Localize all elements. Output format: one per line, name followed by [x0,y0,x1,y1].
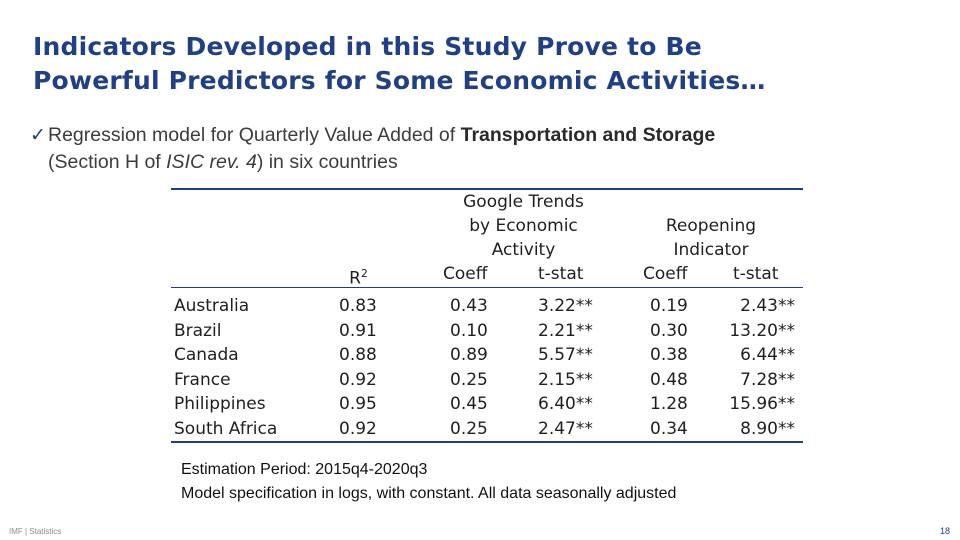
table-row: Brazil 0.91 0.10 2.21** 0.30 13.20** [171,319,803,344]
table-top-rule [171,188,803,190]
cell-ro-coeff: 0.38 [650,345,688,366]
table-row: Australia 0.83 0.43 3.22** 0.19 2.43** [171,294,803,319]
bullet-text-mid: (Section H of [48,151,167,173]
table-notes: Estimation Period: 2015q4-2020q3 Model s… [181,458,881,506]
cell-r2: 0.95 [339,394,377,415]
cell-country: France [174,369,231,390]
cell-country: Philippines [174,394,266,415]
bullet-point: ✓ Regression model for Quarterly Value A… [30,122,930,176]
cell-r2: 0.83 [339,296,377,316]
title-line-1: Indicators Developed in this Study Prove… [33,32,702,61]
page-number: 18 [939,526,950,536]
cell-gt-tstat: 3.22** [538,296,593,316]
table-header-rule [171,287,803,288]
bullet-text: Regression model for Quarterly Value Add… [30,122,930,176]
cell-r2: 0.92 [339,418,377,439]
bullet-text-italic: ISIC rev. 4 [166,151,257,173]
header-google-trends: Google Trends by Economic Activity [463,192,584,260]
table-row: Canada 0.88 0.89 5.57** 0.38 6.44** [171,343,803,368]
cell-ro-coeff: 0.19 [650,296,688,316]
footer-source: IMF | Statistics [9,527,62,536]
bullet-text-pre: Regression model for Quarterly Value Add… [48,124,461,146]
regression-table: R2 Google Trends by Economic Activity Re… [171,188,803,443]
bullet-text-post: ) in six countries [256,151,398,173]
cell-gt-coeff: 0.43 [450,296,488,316]
cell-ro-coeff: 0.30 [650,320,688,341]
title-line-2: Powerful Predictors for Some Economic Ac… [33,66,766,95]
table-row: South Africa 0.92 0.25 2.47** 0.34 8.90*… [171,417,803,442]
cell-r2: 0.92 [339,369,377,390]
table-row: Philippines 0.95 0.45 6.40** 1.28 15.96*… [171,392,803,417]
note-estimation-period: Estimation Period: 2015q4-2020q3 [181,461,428,478]
table-bottom-rule [171,441,803,443]
cell-country: Australia [174,296,250,316]
cell-country: South Africa [174,418,278,439]
cell-ro-tstat: 15.96** [729,394,795,415]
cell-ro-coeff: 0.34 [650,418,688,439]
cell-ro-coeff: 0.48 [650,369,688,390]
checkmark-icon: ✓ [30,125,46,146]
table-row: France 0.92 0.25 2.15** 0.48 7.28** [171,368,803,393]
header-reopening-indicator: Reopening Indicator [665,216,757,260]
cell-r2: 0.88 [339,345,377,366]
cell-gt-coeff: 0.10 [450,320,488,341]
cell-country: Brazil [174,320,222,341]
cell-gt-tstat: 2.47** [538,418,593,439]
bullet-text-bold: Transportation and Storage [460,124,716,146]
cell-gt-tstat: 2.15** [538,369,593,390]
table-body: Australia 0.83 0.43 3.22** 0.19 2.43** B… [171,294,803,442]
note-model-spec: Model specification in logs, with consta… [181,485,677,502]
subheader-ro-coeff: Coeff [643,264,688,284]
header-r2: R2 [349,267,368,289]
cell-gt-coeff: 0.25 [450,369,488,390]
cell-gt-coeff: 0.89 [450,345,488,366]
cell-ro-coeff: 1.28 [650,394,688,415]
slide-title: Indicators Developed in this Study Prove… [33,30,943,98]
cell-gt-coeff: 0.45 [450,394,488,415]
cell-ro-tstat: 6.44** [740,345,795,366]
subheader-ro-tstat: t-stat [733,264,779,284]
cell-gt-tstat: 2.21** [538,320,593,341]
cell-ro-tstat: 13.20** [729,320,795,341]
cell-ro-tstat: 7.28** [740,369,795,390]
cell-gt-tstat: 6.40** [538,394,593,415]
subheader-gt-tstat: t-stat [538,264,584,284]
cell-ro-tstat: 8.90** [740,418,795,439]
cell-gt-coeff: 0.25 [450,418,488,439]
cell-country: Canada [174,345,239,366]
cell-ro-tstat: 2.43** [740,296,795,316]
cell-gt-tstat: 5.57** [538,345,593,366]
subheader-gt-coeff: Coeff [443,264,488,284]
cell-r2: 0.91 [339,320,377,341]
